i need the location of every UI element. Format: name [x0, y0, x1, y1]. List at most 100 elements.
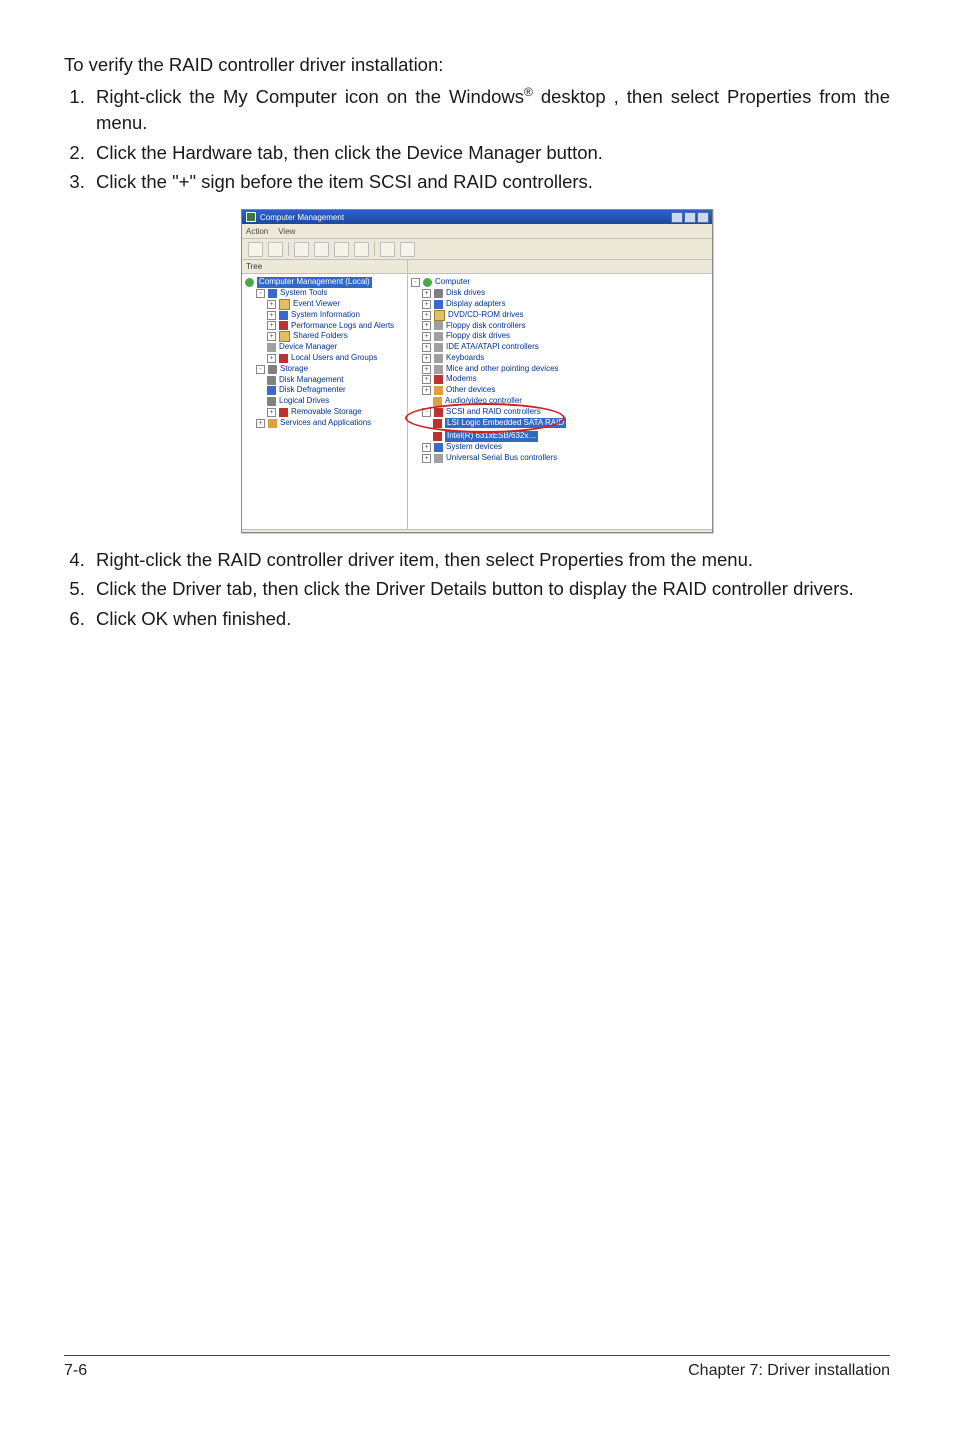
instruction-list: Right-click the My Computer icon on the … — [64, 84, 890, 195]
expand-icon[interactable]: + — [422, 365, 431, 374]
dev-dvd[interactable]: +DVD/CD-ROM drives — [411, 310, 709, 321]
folder-icon — [279, 299, 290, 310]
tree-logical[interactable]: Logical Drives — [245, 396, 404, 407]
expand-icon[interactable]: + — [422, 300, 431, 309]
scsi-icon — [434, 408, 443, 417]
toolbar-help-icon[interactable] — [380, 242, 395, 257]
collapse-icon[interactable]: - — [256, 365, 265, 374]
maximize-button[interactable] — [684, 212, 696, 223]
dev-scsi-item2[interactable]: Intel(R) 631xESB/632x… — [411, 431, 709, 442]
disk-icon — [267, 376, 276, 385]
expand-icon[interactable]: + — [422, 311, 431, 320]
dvd-icon — [434, 310, 445, 321]
step-4: Right-click the RAID controller driver i… — [90, 547, 890, 573]
floppy2-icon — [434, 332, 443, 341]
expand-icon[interactable]: + — [267, 354, 276, 363]
title-bar[interactable]: Computer Management — [242, 210, 712, 224]
computer-icon — [423, 278, 432, 287]
dev-root[interactable]: -Computer — [411, 277, 709, 288]
expand-icon[interactable]: + — [422, 343, 431, 352]
expand-icon[interactable]: + — [422, 375, 431, 384]
dev-other[interactable]: +Other devices — [411, 385, 709, 396]
toolbar[interactable] — [242, 239, 712, 260]
instruction-list-2: Right-click the RAID controller driver i… — [64, 547, 890, 632]
tree-devmgr[interactable]: Device Manager — [245, 342, 404, 353]
expand-icon[interactable]: + — [267, 332, 276, 341]
expand-icon[interactable]: + — [422, 386, 431, 395]
computer-icon — [245, 278, 254, 287]
toolbar-list-icon[interactable] — [314, 242, 329, 257]
expand-icon[interactable]: + — [422, 332, 431, 341]
expand-icon[interactable]: + — [422, 454, 431, 463]
dev-ide[interactable]: +IDE ATA/ATAPI controllers — [411, 342, 709, 353]
tree-removable[interactable]: +Removable Storage — [245, 407, 404, 418]
tree-root-label: Computer Management (Local) — [257, 277, 372, 288]
toolbar-fwd-icon[interactable] — [268, 242, 283, 257]
tree-root[interactable]: Computer Management (Local) — [245, 277, 404, 288]
tree-perf[interactable]: +Performance Logs and Alerts — [245, 321, 404, 332]
dev-floppy-ctrl[interactable]: +Floppy disk controllers — [411, 321, 709, 332]
tree-shared[interactable]: +Shared Folders — [245, 331, 404, 342]
toolbar-refresh-icon[interactable] — [354, 242, 369, 257]
scsi-item2-label: Intel(R) 631xESB/632x… — [445, 431, 538, 442]
dev-sound[interactable]: +System devices — [411, 442, 709, 453]
minimize-button[interactable] — [671, 212, 683, 223]
computer-management-window: Computer Management Action View — [241, 209, 713, 533]
dev-mice[interactable]: +Mice and other pointing devices — [411, 364, 709, 375]
tree-users[interactable]: +Local Users and Groups — [245, 353, 404, 364]
dev-scsi[interactable]: -SCSI and RAID controllers — [411, 407, 566, 418]
tree-services[interactable]: +Services and Applications — [245, 418, 404, 429]
tree-defrag[interactable]: Disk Defragmenter — [245, 385, 404, 396]
dev-avc[interactable]: Audio/video controller — [411, 396, 709, 407]
expand-icon[interactable]: + — [422, 443, 431, 452]
expand-icon[interactable]: + — [267, 300, 276, 309]
tools-icon — [268, 289, 277, 298]
expand-icon[interactable]: + — [422, 354, 431, 363]
tree-event-viewer[interactable]: +Event Viewer — [245, 299, 404, 310]
left-tree-pane[interactable]: Tree Computer Management (Local) -System… — [242, 260, 408, 529]
dev-keyboard[interactable]: +Keyboards — [411, 353, 709, 364]
expand-icon[interactable]: + — [267, 408, 276, 417]
info-icon — [279, 311, 288, 320]
chapter-title: Chapter 7: Driver installation — [688, 1362, 890, 1380]
toolbar-props-icon[interactable] — [334, 242, 349, 257]
expand-icon[interactable]: + — [267, 311, 276, 320]
registered-mark: ® — [524, 85, 533, 99]
raid2-icon — [433, 432, 442, 441]
tree-systools[interactable]: -System Tools — [245, 288, 404, 299]
page-footer: 7-6 Chapter 7: Driver installation — [64, 1355, 890, 1380]
folder-icon — [279, 331, 290, 342]
dev-display[interactable]: +Display adapters — [411, 299, 709, 310]
expand-icon[interactable]: + — [256, 419, 265, 428]
toolbar-up-icon[interactable] — [294, 242, 309, 257]
dev-floppy[interactable]: +Floppy disk drives — [411, 331, 709, 342]
dev-disk[interactable]: +Disk drives — [411, 288, 709, 299]
drive-icon — [267, 397, 276, 406]
dev-modem[interactable]: +Modems — [411, 374, 709, 385]
right-devices-pane[interactable]: -Computer +Disk drives +Display adapters… — [408, 260, 712, 529]
expand-icon[interactable]: + — [422, 321, 431, 330]
collapse-icon[interactable]: - — [422, 408, 431, 417]
menu-bar[interactable]: Action View — [242, 224, 712, 239]
step-5: Click the Driver tab, then click the Dri… — [90, 576, 890, 602]
expand-icon[interactable]: + — [267, 321, 276, 330]
services-icon — [268, 419, 277, 428]
users-icon — [279, 354, 288, 363]
toolbar-back-icon[interactable] — [248, 242, 263, 257]
expand-icon[interactable]: + — [422, 289, 431, 298]
scsi-item1-label: LSI Logic Embedded SATA RAID — [445, 418, 566, 429]
dev-scsi-item1[interactable]: LSI Logic Embedded SATA RAID — [411, 418, 566, 429]
dev-usb[interactable]: +Universal Serial Bus controllers — [411, 453, 709, 464]
toolbar-extra-icon[interactable] — [400, 242, 415, 257]
close-button[interactable] — [697, 212, 709, 223]
tree-sys-info[interactable]: +System Information — [245, 310, 404, 321]
status-bar — [242, 529, 712, 532]
menu-view[interactable]: View — [278, 227, 295, 236]
step1-part-a: Right-click the My Computer icon on the … — [96, 86, 524, 107]
menu-action[interactable]: Action — [246, 227, 268, 236]
collapse-icon[interactable]: - — [256, 289, 265, 298]
tree-diskmgmt[interactable]: Disk Management — [245, 375, 404, 386]
defrag-icon — [267, 386, 276, 395]
tree-storage[interactable]: -Storage — [245, 364, 404, 375]
collapse-icon[interactable]: - — [411, 278, 420, 287]
